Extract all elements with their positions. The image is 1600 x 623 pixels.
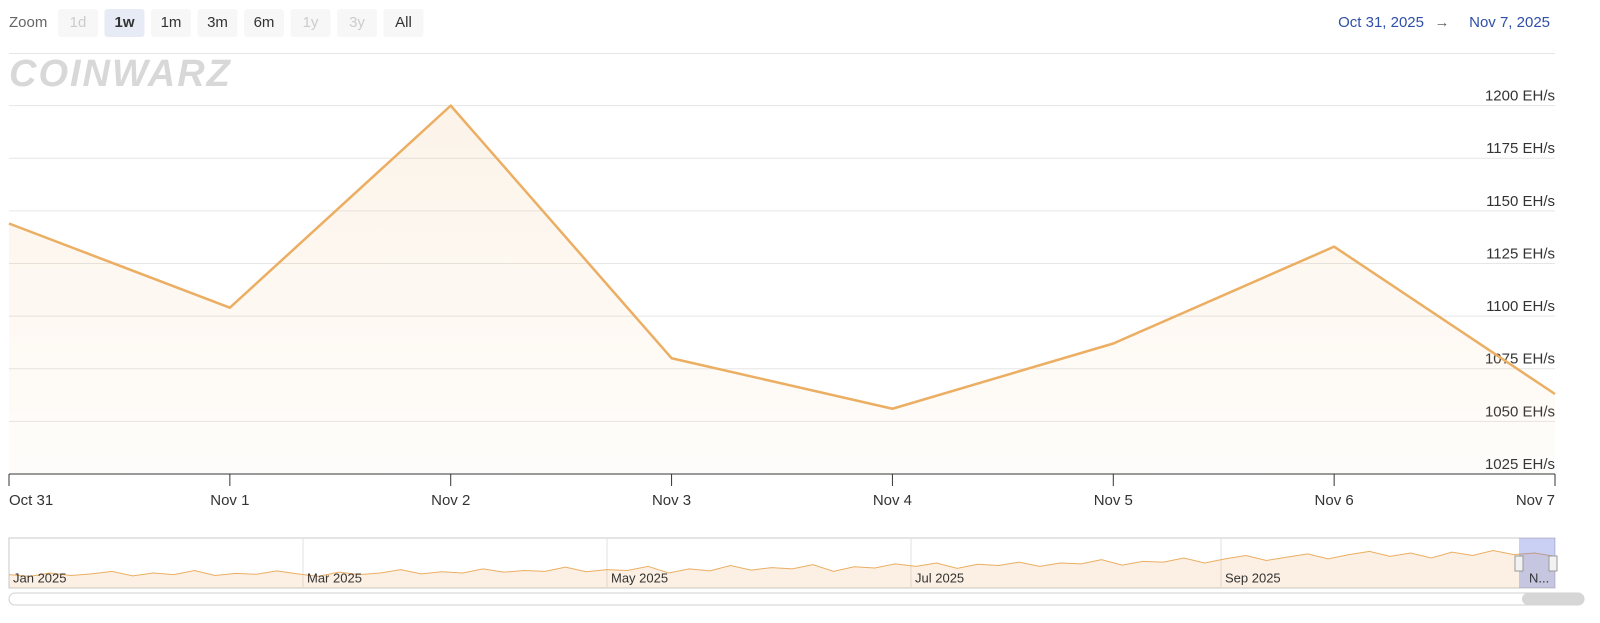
- zoom-button: [58, 9, 98, 37]
- x-tick-label: Nov 7: [1516, 492, 1555, 509]
- navigator-handle[interactable]: [1514, 555, 1524, 572]
- zoom-button[interactable]: [197, 9, 238, 37]
- watermark: COINWARZ: [9, 53, 232, 95]
- x-tick-label: Nov 5: [1094, 492, 1133, 509]
- zoom-button-label: 1y: [303, 14, 319, 31]
- zoom-label: Zoom: [9, 14, 47, 31]
- y-tick-label: 1125 EH/s: [1486, 245, 1555, 262]
- y-tick-label: 1175 EH/s: [1486, 140, 1555, 157]
- zoom-buttons: 1d 1w 1m 3m 6m 1y 3y All: [58, 9, 424, 37]
- y-tick-label: 1100 EH/s: [1486, 298, 1555, 315]
- navigator-label: May 2025: [611, 570, 668, 585]
- zoom-button[interactable]: [244, 9, 284, 37]
- zoom-button-label[interactable]: 1m: [161, 14, 182, 31]
- navigator-label: Jan 2025: [13, 570, 67, 585]
- scrollbar-thumb[interactable]: [1522, 593, 1584, 605]
- x-tick-label: Nov 6: [1315, 492, 1354, 509]
- area: [9, 105, 1555, 474]
- navigator-label: Mar 2025: [307, 570, 362, 585]
- zoom-button-label: 1d: [70, 14, 87, 31]
- zoom-button: [290, 9, 331, 37]
- y-tick-label: 1200 EH/s: [1485, 88, 1555, 105]
- navigator-area: [9, 550, 1555, 588]
- zoom-button-label[interactable]: 1w: [114, 14, 134, 31]
- navigator-handle[interactable]: [1548, 555, 1558, 572]
- x-tick-label: Nov 3: [652, 492, 691, 509]
- zoom-button-label: 3y: [349, 14, 365, 31]
- navigator-label: Jul 2025: [915, 570, 964, 585]
- zoom-button[interactable]: [383, 9, 424, 37]
- range-from[interactable]: Oct 31, 2025: [1338, 14, 1424, 31]
- zoom-button[interactable]: [151, 9, 191, 37]
- x-tick-label: Nov 2: [431, 492, 470, 509]
- x-tick-label: Oct 31: [9, 492, 53, 509]
- range-arrow: →: [1435, 14, 1450, 31]
- range-to[interactable]: Nov 7, 2025: [1469, 14, 1550, 31]
- zoom-button-label[interactable]: All: [395, 14, 412, 31]
- y-tick-label: 1150 EH/s: [1486, 193, 1555, 210]
- x-tick-label: Nov 1: [210, 492, 249, 509]
- zoom-button-label[interactable]: 6m: [254, 14, 275, 31]
- navigator-label: Sep 2025: [1225, 570, 1281, 585]
- zoom-button: [337, 9, 377, 37]
- zoom-button[interactable]: [104, 9, 145, 37]
- zoom-button-label[interactable]: 3m: [207, 14, 228, 31]
- navigator-label: N...: [1529, 570, 1549, 585]
- navigator-line: [8, 549, 1556, 577]
- line: [8, 104, 1556, 410]
- x-tick-label: Nov 4: [873, 492, 912, 509]
- scrollbar[interactable]: [8, 592, 1585, 606]
